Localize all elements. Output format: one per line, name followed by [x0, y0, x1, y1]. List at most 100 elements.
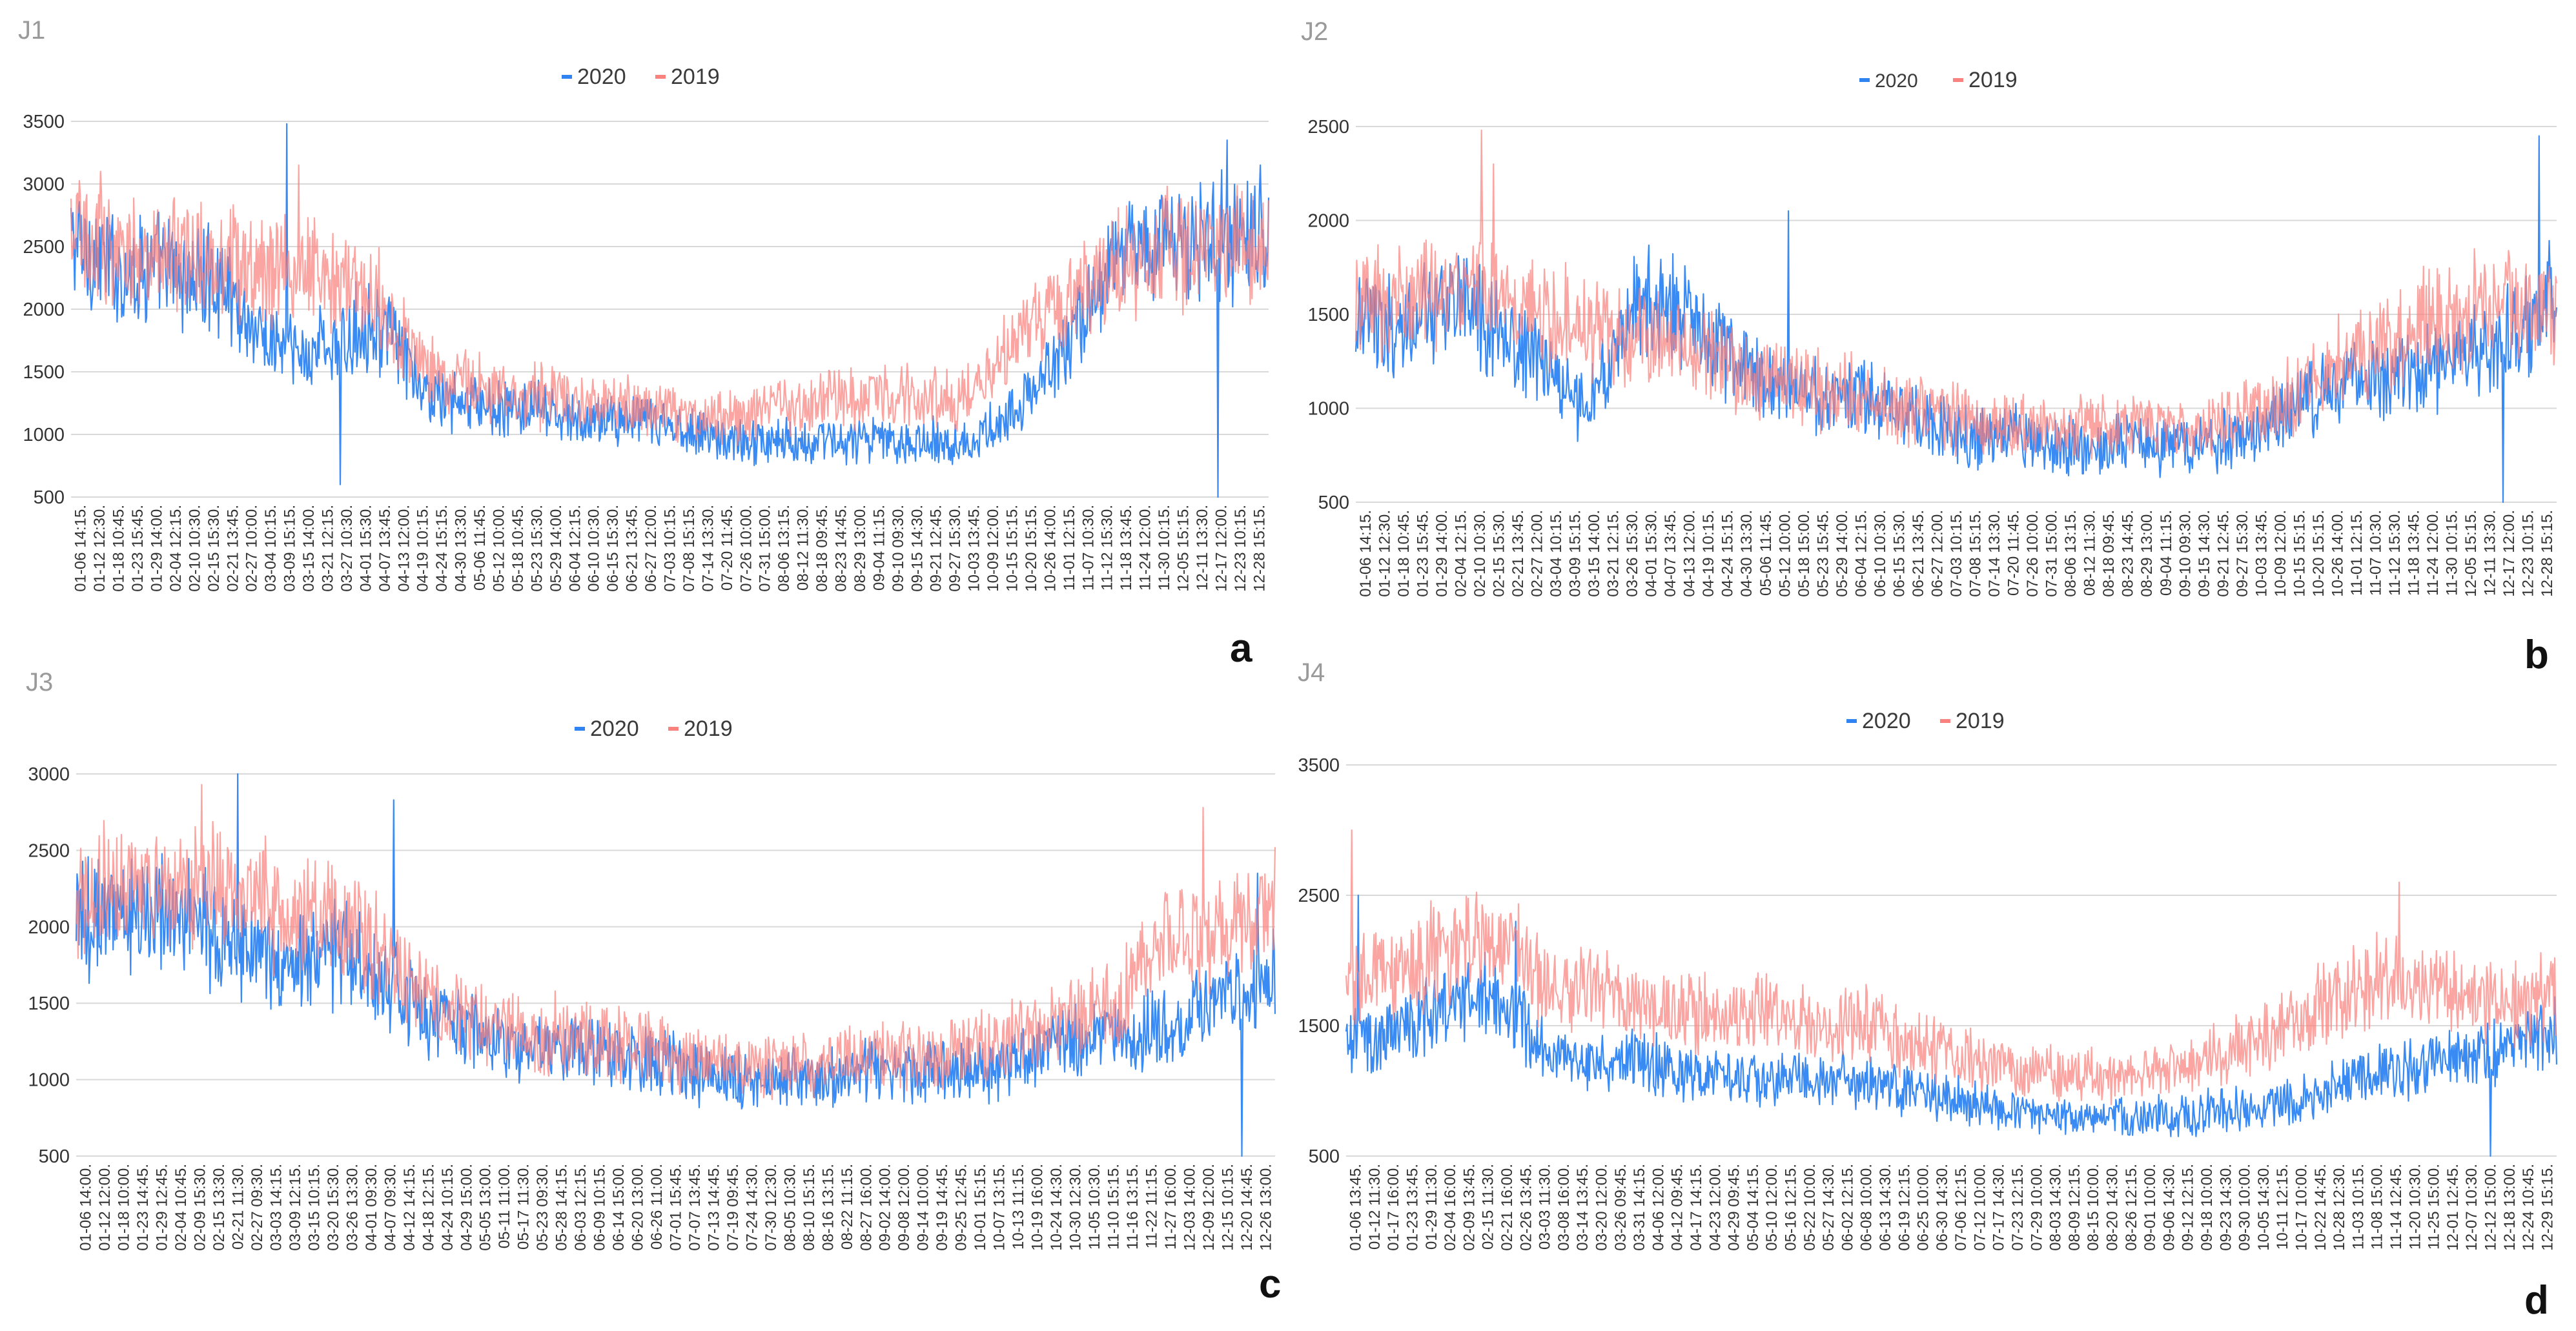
x-tick-label: 04-30 13:30. [453, 505, 470, 592]
x-tick-label: 04-18 12:15. [420, 1164, 437, 1251]
legend-label-2019: 2019 [1968, 68, 2018, 92]
x-tick-label: 06-14 15:00. [610, 1164, 628, 1251]
x-tick-label: 05-10 12:00. [1763, 1164, 1781, 1251]
x-tick-label: 10-09 12:00. [985, 505, 1002, 592]
x-tick-label: 07-23 12:15. [2009, 1164, 2027, 1251]
x-tick-label: 07-26 10:00. [2024, 510, 2041, 597]
x-tick-label: 04-07 09:30. [382, 1164, 399, 1251]
y-tick-label: 3500 [1298, 755, 1340, 776]
x-tick-label: 03-15 10:15. [305, 1164, 323, 1251]
x-tick-label: 05-29 14:00. [1834, 510, 1851, 597]
x-tick-label: 06-15 15:30. [1890, 510, 1908, 597]
x-tick-label: 11-07 10:30. [2367, 510, 2385, 596]
legend-label-2019: 2019 [671, 65, 720, 89]
x-tick-label: 09-04 11:15. [2158, 510, 2175, 596]
x-tick-label: 07-12 10:00. [1971, 1164, 1988, 1251]
x-tick-label: 12-17 12:00. [1212, 505, 1230, 592]
x-tick-label: 06-20 13:00. [629, 1164, 647, 1251]
x-tick-label: 11-07 10:30. [1079, 505, 1097, 591]
x-tick-label: 05-27 14:30. [1820, 1164, 1837, 1251]
y-tick-label: 500 [1309, 1146, 1340, 1167]
x-tick-label: 01-29 11:30. [1423, 1164, 1440, 1250]
x-tick-label: 01-23 15:45. [1414, 510, 1431, 597]
y-tick-label: 3500 [23, 112, 65, 132]
panel-title: J3 [26, 668, 53, 696]
x-tick-label: 04-07 13:45. [376, 505, 394, 592]
chart-panel-a: J1 2020 2019 500 1000 1500 2000 2500 3000 3500 01-… [18, 16, 1270, 671]
series-line-2019 [70, 164, 1270, 446]
x-tick-label: 11-01 12:15. [2348, 510, 2366, 596]
x-tick-label: 03-04 10:15. [262, 505, 280, 592]
x-tick-label: 02-15 15:30. [1490, 510, 1508, 597]
x-tick-label: 11-03 10:15. [2349, 1164, 2367, 1250]
x-tick-label: 12-15 10:15. [1219, 1164, 1236, 1251]
x-tick-label: 03-20 12:00. [1593, 1164, 1611, 1251]
x-tick-label: 04-17 14:15. [1688, 1164, 1705, 1251]
panel-letter: d [2524, 1278, 2549, 1323]
x-tick-label: 08-29 13:00. [2138, 510, 2156, 597]
x-tick-label: 02-15 13:30. [210, 1164, 228, 1251]
x-tick-label: 04-29 15:00. [458, 1164, 475, 1251]
x-tick-label: 09-14 10:00. [915, 1164, 932, 1251]
x-tick-label: 11-22 11:15. [1143, 1164, 1160, 1248]
x-tick-label: 04-24 15:15. [1719, 510, 1737, 597]
x-tick-label: 06-25 10:00. [1915, 1164, 1932, 1251]
x-tick-label: 04-23 12:00. [1706, 1164, 1724, 1251]
x-tick-label: 03-26 13:30. [343, 1164, 361, 1251]
x-tick-label: 03-08 16:00. [1555, 1164, 1573, 1251]
x-tick-label: 04-01 09:30. [363, 1164, 380, 1251]
x-tick-label: 09-08 12:00. [895, 1164, 913, 1251]
x-tick-label: 01-12 12:30. [1376, 510, 1393, 597]
x-tick-label: 12-29 15:15. [2539, 1164, 2556, 1251]
y-tick-label: 500 [1318, 493, 1349, 513]
x-tick-label: 10-05 14:30. [2255, 1164, 2273, 1251]
x-tick-label: 12-18 13:00. [2501, 1164, 2519, 1251]
x-tick-label: 03-09 12:15. [287, 1164, 304, 1251]
x-tick-label: 01-23 15:45. [129, 505, 147, 592]
x-tick-label: 08-05 10:30. [781, 1164, 799, 1251]
x-tick-label: 06-08 10:00. [1858, 1164, 1876, 1251]
x-tick-label: 07-01 15:45. [668, 1164, 685, 1251]
x-tick-label: 02-15 11:30. [1480, 1164, 1497, 1250]
legend: 2020 2019 [1859, 68, 2018, 92]
x-tick-label: 12-24 10:45. [2520, 1164, 2537, 1251]
x-tick-label: 09-21 12:45. [2214, 510, 2232, 597]
x-tick-label: 09-02 14:00. [877, 1164, 894, 1251]
x-tick-label: 09-06 14:30. [2160, 1164, 2178, 1251]
x-tick-label: 01-29 14:00. [148, 505, 166, 592]
x-tick-label: 09-25 12:45. [953, 1164, 970, 1251]
series-line-2019 [1345, 829, 2557, 1106]
x-tick-label: 12-09 12:00. [1200, 1164, 1218, 1251]
x-tick-label: 11-20 10:30. [2406, 1164, 2424, 1250]
x-tick-label: 08-18 09:45. [813, 505, 831, 592]
x-tick-label: 09-10 09:30. [890, 505, 907, 592]
x-tick-label: 03-09 15:15. [1567, 510, 1584, 597]
x-tick-label: 03-31 14:15. [1631, 1164, 1648, 1251]
legend-label-2019: 2019 [684, 716, 733, 741]
x-tick-label: 05-04 14:15. [1744, 1164, 1762, 1251]
x-tick-label: 05-06 11:45. [471, 505, 489, 591]
x-tick-label: 06-10 10:30. [1872, 510, 1889, 597]
x-tick-label: 06-27 12:00. [642, 505, 660, 592]
x-tick-label: 11-27 16:00. [1162, 1164, 1180, 1250]
y-tick-label: 1500 [1298, 1016, 1340, 1037]
x-tick-label: 03-26 15:30. [1624, 510, 1641, 597]
x-tick-label: 05-28 14:15. [553, 1164, 571, 1251]
series-line-2020 [70, 123, 1270, 498]
y-tick-label: 1000 [1307, 399, 1349, 420]
x-tick-label: 02-04 16:00. [1442, 1164, 1459, 1251]
x-tick-label: 07-13 14:45. [705, 1164, 722, 1251]
x-tick-label: 12-23 10:15. [1232, 505, 1249, 592]
x-tick-label: 12-05 15:15. [1175, 505, 1192, 592]
x-tick-label: 03-21 12:15. [1605, 510, 1622, 597]
x-tick-label: 06-13 14:30. [1877, 1164, 1894, 1251]
x-tick-label: 04-12 09:45. [1669, 1164, 1686, 1251]
x-tick-label: 12-01 12:45. [2444, 1164, 2462, 1251]
series-line-2019 [1354, 129, 2558, 460]
x-tick-label: 10-15 15:15. [2291, 510, 2308, 597]
x-tick-label: 02-21 11:30. [230, 1164, 247, 1250]
x-tick-label: 01-18 10:00. [116, 1164, 133, 1251]
x-tick-label: 11-18 13:45. [1118, 505, 1135, 591]
x-tick-label: 09-15 14:30. [908, 505, 926, 592]
x-tick-label: 08-20 14:30. [2104, 1164, 2121, 1251]
